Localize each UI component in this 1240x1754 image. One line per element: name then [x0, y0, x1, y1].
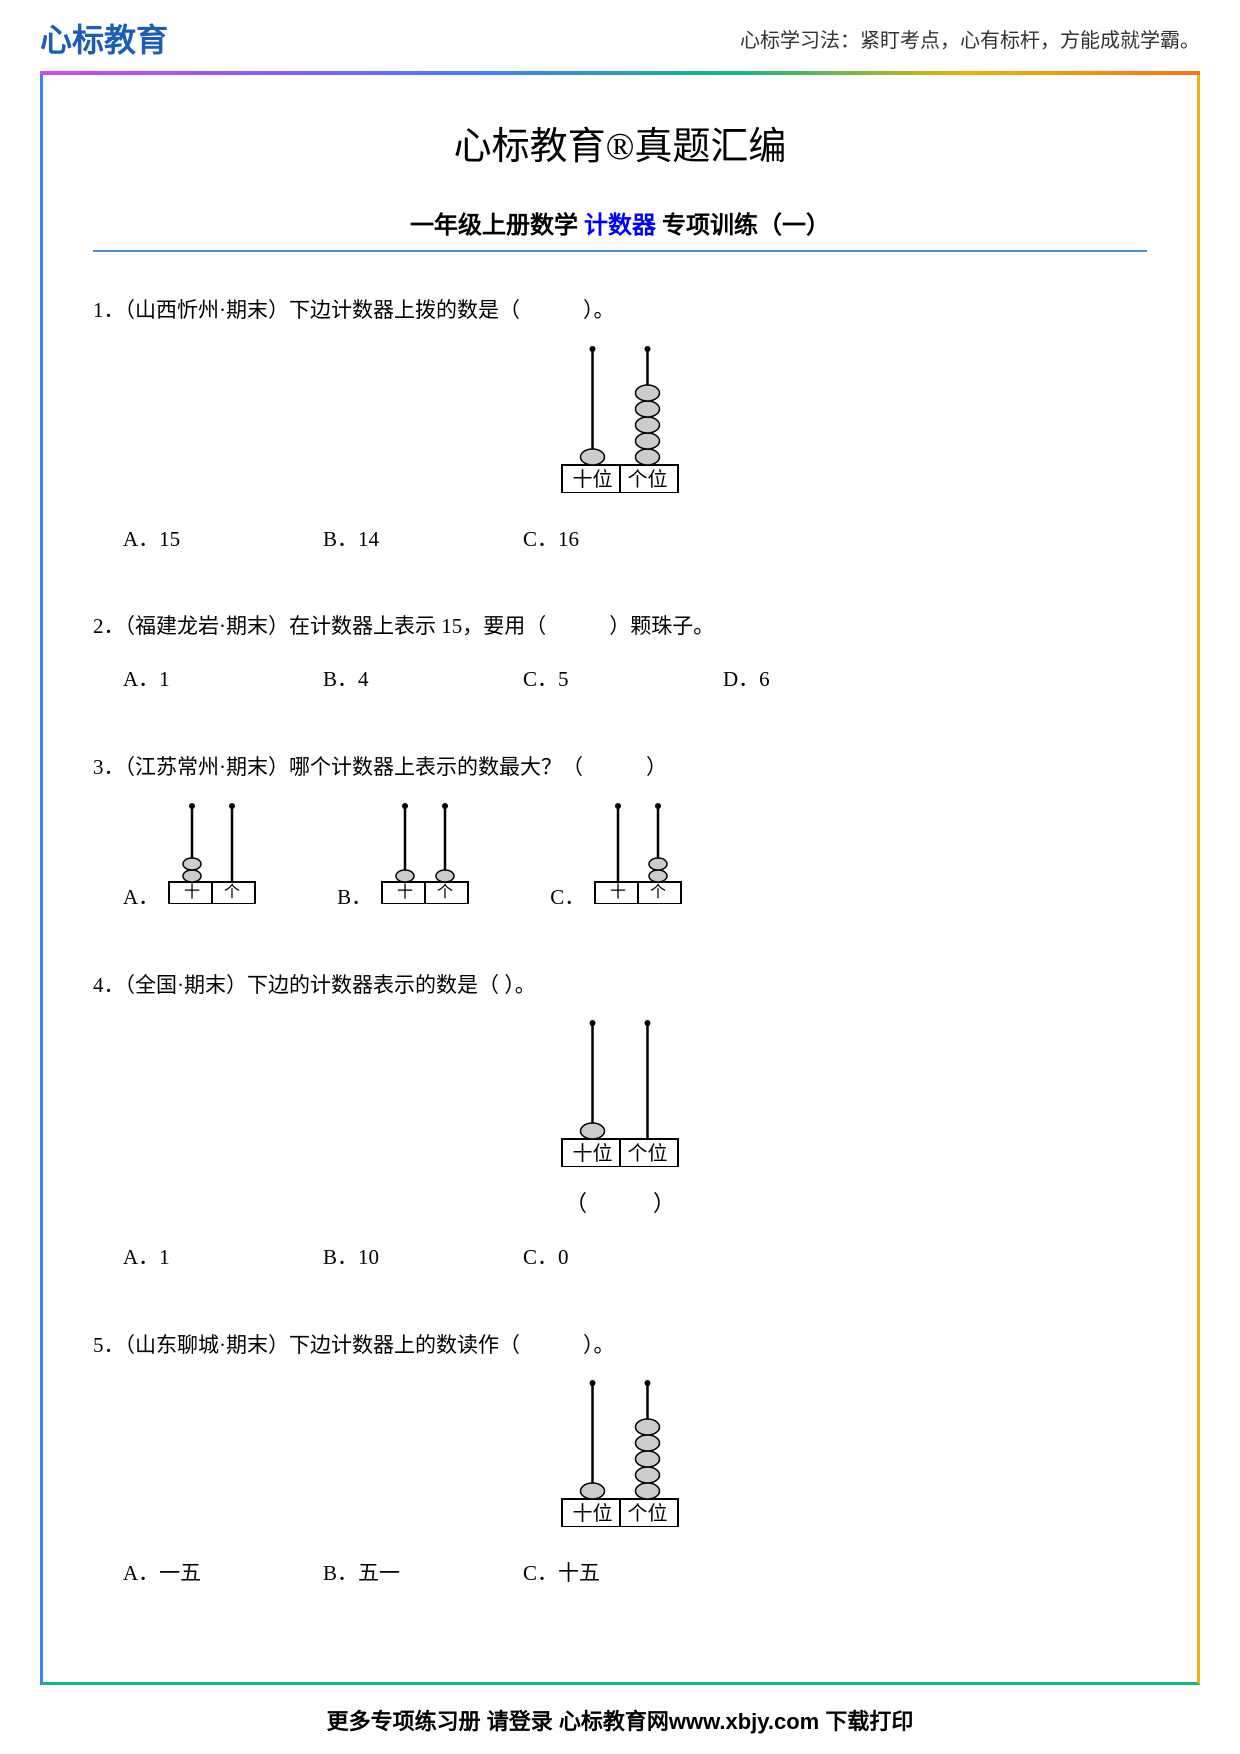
page-footer: 更多专项练习册 请登录 心标教育网www.xbjy.com 下载打印: [0, 1704, 1240, 1736]
svg-text:个位: 个位: [628, 468, 668, 491]
option-abacus: 十个: [593, 802, 683, 917]
option: B．14: [323, 521, 503, 559]
question-text: 3．（江苏常州·期末）哪个计数器上表示的数最大？（ ）: [93, 749, 1147, 787]
option: B．4: [323, 661, 503, 699]
question-figure: 十位个位 （ ）: [93, 1019, 1147, 1223]
question-1: 1．（山西忻州·期末）下边计数器上拨的数是（ ）。十位个位 A．15 B．14 C．1…: [93, 292, 1147, 558]
slogan: 心标学习法：紧盯考点，心有标杆，方能成就学霸。: [740, 24, 1200, 53]
sub-suffix: 专项训练（一）: [656, 213, 830, 239]
svg-text:十: 十: [610, 883, 626, 901]
options-row: A．一五 B．五一 C．十五: [93, 1555, 1147, 1593]
svg-text:十: 十: [184, 883, 200, 901]
main-title: 心标教育®真题汇编: [93, 115, 1147, 170]
abacus-icon: 十位个位: [560, 1019, 680, 1167]
option: A．1: [123, 1239, 303, 1277]
question-text: 1．（山西忻州·期末）下边计数器上拨的数是（ ）。: [93, 292, 1147, 330]
option-label: C．: [550, 879, 585, 917]
question-2: 2．（福建龙岩·期末）在计数器上表示 15，要用（ ）颗珠子。 A．1 B．4 C．5…: [93, 608, 1147, 699]
option: C．十个: [550, 802, 683, 917]
sub-highlight: 计数器: [584, 213, 656, 239]
question-figure: 十位个位: [93, 1379, 1147, 1540]
option: C．5: [523, 661, 703, 699]
sub-title: 一年级上册数学 计数器 专项训练（一）: [93, 205, 1147, 240]
option: B．五一: [323, 1555, 503, 1593]
option: A．15: [123, 521, 303, 559]
abacus-icon: 十位个位: [560, 345, 680, 493]
option: A．1: [123, 661, 303, 699]
question-text: 5．（山东聊城·期末）下边计数器上的数读作（ ）。: [93, 1327, 1147, 1365]
abacus-icon: 十个: [593, 802, 683, 904]
svg-text:个位: 个位: [628, 1502, 668, 1525]
logo-text: 心标教育: [40, 15, 168, 61]
figure-caption: （ ）: [93, 1184, 1147, 1224]
page-content: 心标教育®真题汇编 一年级上册数学 计数器 专项训练（一） 1．（山西忻州·期末…: [40, 75, 1200, 1685]
option: A．十个: [123, 802, 257, 917]
options-row: A．15 B．14 C．16: [93, 521, 1147, 559]
option: A．一五: [123, 1555, 303, 1593]
question-4: 4．（全国·期末）下边的计数器表示的数是（ ）。十位个位 （ ） A．1 B．10 C．…: [93, 967, 1147, 1277]
svg-text:个位: 个位: [628, 1142, 668, 1165]
question-3: 3．（江苏常州·期末）哪个计数器上表示的数最大？（ ）A．十个B．十个C．十个: [93, 749, 1147, 917]
option-abacus: 十个: [167, 802, 257, 917]
options-row: A．1 B．4 C．5 D．6: [93, 661, 1147, 699]
page-header: 心标教育 心标学习法：紧盯考点，心有标杆，方能成就学霸。: [0, 0, 1240, 71]
svg-text:十: 十: [397, 883, 413, 901]
svg-text:十位: 十位: [573, 1142, 613, 1165]
option-label: A．: [123, 879, 159, 917]
option-abacus: 十个: [380, 802, 470, 917]
option: C．十五: [523, 1555, 703, 1593]
svg-text:十位: 十位: [573, 1502, 613, 1525]
option: C．16: [523, 521, 703, 559]
abacus-icon: 十位个位: [560, 1379, 680, 1527]
option-label: B．: [337, 879, 372, 917]
logo: 心标教育: [40, 15, 168, 61]
abacus-icon: 十个: [167, 802, 257, 904]
options-row: A．十个B．十个C．十个: [93, 802, 1147, 917]
abacus-icon: 十个: [380, 802, 470, 904]
sub-prefix: 一年级上册数学: [410, 213, 584, 239]
title-underline: [93, 250, 1147, 252]
options-row: A．1 B．10 C．0: [93, 1239, 1147, 1277]
question-5: 5．（山东聊城·期末）下边计数器上的数读作（ ）。十位个位 A．一五 B．五一 C．十…: [93, 1327, 1147, 1593]
svg-text:十位: 十位: [573, 468, 613, 491]
question-text: 2．（福建龙岩·期末）在计数器上表示 15，要用（ ）颗珠子。: [93, 608, 1147, 646]
question-text: 4．（全国·期末）下边的计数器表示的数是（ ）。: [93, 967, 1147, 1005]
svg-text:个: 个: [224, 883, 240, 901]
question-figure: 十位个位: [93, 345, 1147, 506]
option: B．10: [323, 1239, 503, 1277]
svg-text:个: 个: [437, 883, 453, 901]
option: D．6: [723, 661, 903, 699]
option: B．十个: [337, 802, 470, 917]
svg-text:个: 个: [650, 883, 666, 901]
option: C．0: [523, 1239, 703, 1277]
